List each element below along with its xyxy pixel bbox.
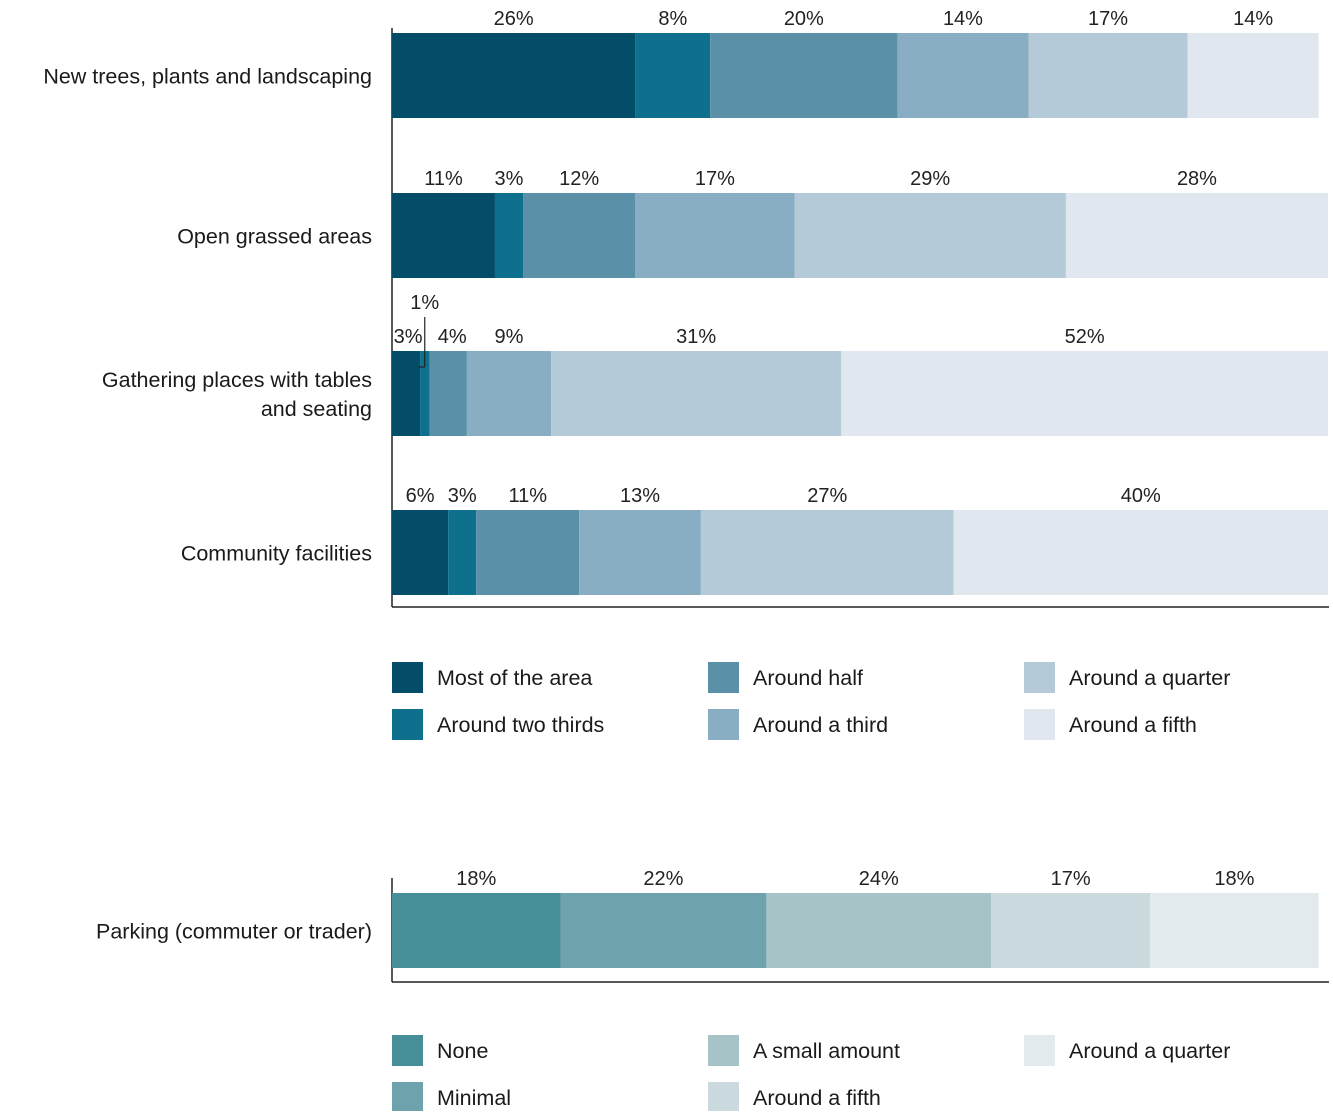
data-label: 40% [1121,485,1161,507]
bar-segment [560,893,767,968]
bar-segment [420,351,430,436]
legend-swatch [1024,662,1055,693]
bar-segment [392,33,636,118]
legend-swatch [708,1035,739,1066]
data-label: 3% [495,168,524,190]
data-label: 17% [695,168,735,190]
data-label: 20% [784,8,824,30]
bar-segment [710,33,898,118]
data-label: 11% [424,168,463,190]
data-label: 22% [643,868,683,890]
bar-segment [1028,33,1188,118]
category-label: Open grassed areas [177,225,372,249]
data-label: 52% [1065,326,1105,348]
category-label: and seating [261,397,372,421]
data-label: 4% [438,326,467,348]
legend-swatch [1024,709,1055,740]
legend-swatch [1024,1035,1055,1066]
bar-segment [794,193,1066,278]
legend-swatch [392,1035,423,1066]
data-label: 17% [1088,8,1128,30]
legend-label: Around a fifth [1069,713,1197,737]
data-label: 14% [1233,8,1273,30]
bar-segment [476,510,580,595]
data-label: 11% [508,485,547,507]
bar-segment [766,893,992,968]
data-label: 29% [910,168,950,190]
bar-segment [1150,893,1319,968]
legend-swatch [708,709,739,740]
category-label: Community facilities [181,542,372,566]
category-label: New trees, plants and landscaping [43,65,372,89]
bar-segment [700,510,954,595]
bar-segment [392,893,561,968]
bar-segment [897,33,1029,118]
bar-segment [523,193,636,278]
data-label: 8% [658,8,687,30]
data-label: 9% [495,326,524,348]
legend-label: A small amount [753,1039,900,1063]
data-label: 31% [676,326,716,348]
data-label: 18% [456,868,496,890]
bar-segment [635,33,711,118]
legend-label: Around half [753,666,863,690]
data-label: 14% [943,8,983,30]
bar-segment [392,351,421,436]
data-label: 27% [807,485,847,507]
legend-label: Around a quarter [1069,666,1230,690]
bar-segment [991,893,1151,968]
legend-swatch [392,662,423,693]
data-label: 3% [448,485,477,507]
bar-segment [448,510,477,595]
legend-swatch [708,662,739,693]
legend-swatch [392,709,423,740]
data-label: 13% [620,485,660,507]
bar-segment [392,193,495,278]
bar-segment [551,351,842,436]
legend-label: Minimal [437,1086,511,1110]
data-label: 3% [394,326,423,348]
legend-swatch [392,1082,423,1113]
legend-swatch [708,1082,739,1113]
data-label: 24% [859,868,899,890]
data-label: 6% [406,485,435,507]
data-label: 18% [1214,868,1254,890]
bar-segment [841,351,1328,436]
data-label: 12% [559,168,599,190]
bar-segment [429,351,467,436]
bar-segment [953,510,1328,595]
legend-label: Around a third [753,713,888,737]
legend-label: Most of the area [437,666,592,690]
bar-segment [466,351,552,436]
bar-segment [392,510,449,595]
data-label: 17% [1051,868,1091,890]
bar-segment [579,510,701,595]
legend-label: Around a fifth [753,1086,881,1110]
legend-label: None [437,1039,488,1063]
bar-segment [1187,33,1319,118]
data-label: 26% [494,8,534,30]
bar-segment [1065,193,1328,278]
bar-segment [494,193,524,278]
data-label: 28% [1177,168,1217,190]
legend-label: Around a quarter [1069,1039,1230,1063]
category-label: Gathering places with tables [102,368,372,392]
category-label: Parking (commuter or trader) [96,920,372,944]
data-label: 1% [410,292,439,314]
legend-label: Around two thirds [437,713,604,737]
bar-segment [635,193,795,278]
